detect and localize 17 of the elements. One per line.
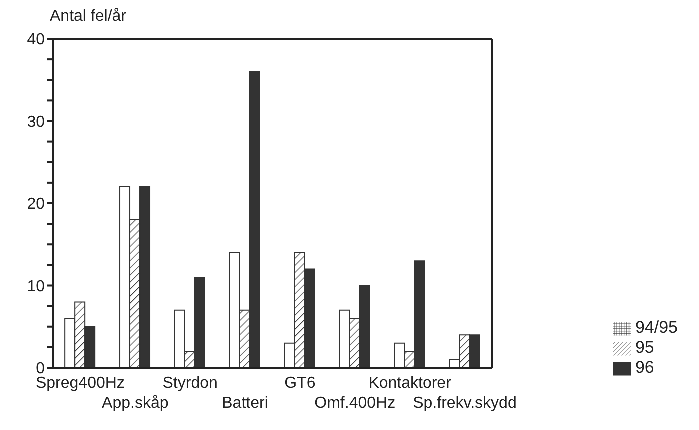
legend-label: 95 [635,338,654,357]
x-tick-label: App.skåp [102,395,169,412]
x-tick-label: Omf.400Hz [314,395,396,412]
y-tick-label: 30 [27,114,46,131]
x-tick-label: Batteri [222,395,268,412]
y-tick-label: 40 [27,32,46,49]
y-tick-label: 0 [36,360,46,378]
legend-label: 96 [635,358,654,377]
x-tick-label: Spreg400Hz [36,375,125,392]
x-tick-label: Kontaktorer [368,375,452,392]
y-tick-label: 20 [27,196,46,214]
y-tick-label: 10 [27,278,46,296]
x-tick-label: Styrdon [162,375,218,392]
legend-label: 94/95 [635,318,678,337]
x-tick-label: GT6 [284,375,316,392]
x-tick-label: Sp.frekv.skydd [413,395,517,412]
y-axis-title: Antal fel/år [50,8,126,26]
